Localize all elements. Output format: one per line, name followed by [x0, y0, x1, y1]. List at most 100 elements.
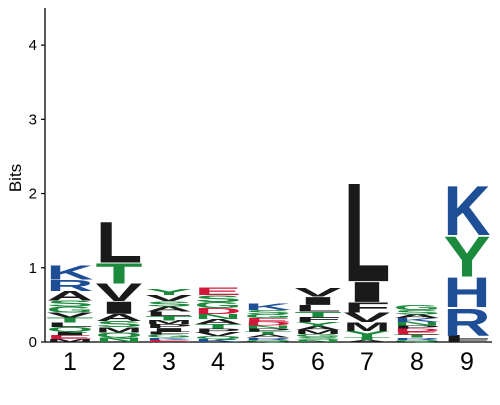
y-tick-label: 4 — [29, 37, 37, 54]
logo-letter-pos3-P: P — [146, 323, 193, 329]
logo-letter-pos8-S: S — [394, 309, 441, 316]
logo-letter-pos7-Y: Y — [344, 329, 391, 338]
logo-letter-pos6-V: V — [295, 285, 342, 299]
logo-letter-pos8-K: K — [394, 317, 441, 323]
logo-letter-pos3-V: V — [146, 294, 193, 303]
position-label-layer: 1 2 3 4 5 6 7 8 9 — [63, 348, 474, 376]
x-position-label: 1 — [63, 348, 77, 376]
y-tick-label: 3 — [29, 111, 37, 128]
logo-letter-pos9-Y: Y — [444, 225, 491, 290]
logo-letter-pos5-T: T — [245, 331, 292, 336]
x-position-label: 6 — [311, 348, 325, 376]
logo-letter-pos8-D: D — [394, 328, 441, 333]
logo-letter-pos3-I: I — [146, 327, 193, 333]
logo-letter-pos8-G: G — [394, 304, 441, 312]
logo-letter-pos5-Q: Q — [245, 339, 292, 342]
logo-letter-pos2-A: A — [96, 312, 143, 324]
logo-letter-pos7-T: T — [344, 336, 391, 341]
logo-letter-pos4-E: E — [195, 285, 242, 298]
logo-letter-pos1-I: I — [47, 331, 94, 337]
logo-letter-pos4-N: N — [195, 312, 242, 320]
logo-letter-pos1-E: E — [47, 334, 94, 340]
logo-letter-pos6-S: S — [295, 336, 342, 341]
logo-letter-pos2-I: I — [96, 298, 143, 318]
logo-letter-pos9-L: L — [444, 334, 491, 340]
logo-letter-pos7-F: F — [344, 299, 391, 315]
logo-letter-pos4-S: S — [195, 294, 242, 304]
logo-letter-pos1-Q: Q — [47, 326, 94, 333]
logo-letter-pos8-R: R — [394, 337, 441, 340]
logo-letter-pos7-M: M — [344, 320, 391, 334]
y-tick-label: 0 — [29, 334, 37, 351]
logo-letter-pos3-M: M — [146, 320, 193, 326]
logo-letter-pos1-V: V — [47, 311, 94, 319]
logo-letter-pos3-Y: Y — [146, 288, 193, 297]
logo-letter-pos3-G: G — [146, 334, 193, 339]
logo-letter-pos9-F: F — [444, 338, 491, 343]
logo-letter-pos3-S: S — [146, 300, 193, 308]
logo-letter-pos2-T: T — [96, 258, 143, 290]
logo-letter-pos9-R: R — [444, 300, 491, 344]
logo-letter-pos2-N: N — [96, 336, 143, 343]
logo-letter-pos3-T: T — [146, 315, 193, 322]
logo-letter-pos6-I: I — [295, 295, 342, 308]
logo-letter-pos3-E: E — [146, 339, 193, 342]
logo-letter-pos2-S: S — [96, 320, 143, 329]
x-position-label: 3 — [162, 348, 176, 376]
x-position-label: 2 — [112, 348, 126, 376]
letter-layer: MEIQLTVGSARKNQMSAIVTLEKGFIPMTLASVYKQVPTA… — [47, 154, 491, 344]
logo-letter-pos2-L: L — [96, 209, 143, 275]
logo-letter-pos4-G: G — [195, 301, 242, 310]
logo-letter-pos5-P: P — [245, 328, 292, 333]
logo-letter-pos8-T: T — [394, 334, 441, 339]
axes-layer: Bits — [6, 8, 492, 343]
logo-letter-pos4-D: D — [195, 306, 242, 315]
logo-letter-pos5-D: D — [245, 321, 292, 327]
logo-letter-pos6-M: M — [295, 329, 342, 335]
x-position-label: 7 — [360, 348, 374, 376]
y-tick-label: 1 — [29, 260, 37, 277]
logo-letter-pos8-Q: Q — [394, 339, 441, 342]
logo-letter-pos6-A: A — [295, 325, 342, 331]
logo-letter-pos7-L: L — [344, 154, 391, 312]
logo-letter-pos8-E: E — [394, 331, 441, 336]
logo-letter-pos9-H: H — [444, 269, 491, 317]
logo-letter-pos1-K: K — [47, 261, 94, 284]
y-tick-label: 2 — [29, 186, 37, 203]
y-axis-title: Bits — [6, 164, 25, 192]
logo-letter-pos8-A: A — [394, 314, 441, 320]
logo-letter-pos3-K: K — [146, 337, 193, 340]
logo-letter-pos6-G: G — [295, 333, 342, 338]
logo-letter-pos7-V: V — [344, 310, 391, 325]
logo-letter-pos2-V: V — [96, 279, 143, 307]
logo-letter-pos3-A: A — [146, 305, 193, 313]
logo-letter-pos5-E: E — [245, 317, 292, 323]
x-position-label: 9 — [460, 348, 474, 376]
logo-letter-pos6-F: F — [295, 315, 342, 323]
logo-letter-pos1-M: M — [47, 338, 94, 343]
x-position-label: 8 — [410, 348, 424, 376]
logo-letter-pos5-N: N — [245, 325, 292, 330]
logo-letter-pos4-A: A — [195, 318, 242, 326]
logo-letter-pos4-V: V — [195, 331, 242, 337]
logo-letter-pos6-N: N — [295, 339, 342, 342]
logo-letter-pos8-N: N — [394, 321, 441, 327]
logo-letter-pos7-I: I — [344, 276, 391, 308]
logo-letter-pos1-L: L — [47, 322, 94, 329]
x-position-label: 5 — [261, 348, 275, 376]
logo-letter-pos1-T: T — [47, 316, 94, 324]
logo-letter-pos1-S: S — [47, 299, 94, 308]
logo-letter-pos2-M: M — [96, 326, 143, 334]
logo-letter-pos5-G: G — [245, 314, 292, 320]
logo-letter-pos1-A: A — [47, 288, 94, 303]
tick-layer: 0 1 2 3 4 — [29, 37, 45, 351]
logo-letter-pos5-A: A — [245, 334, 292, 339]
logo-letter-pos7-A: A — [344, 339, 391, 342]
logo-letter-pos5-R: R — [245, 337, 292, 340]
logo-letter-pos1-G: G — [47, 305, 94, 314]
logo-letter-pos1-R: R — [47, 277, 94, 294]
logo-letter-pos6-Y: Y — [295, 321, 342, 328]
logo-letter-pos3-L: L — [146, 310, 193, 317]
